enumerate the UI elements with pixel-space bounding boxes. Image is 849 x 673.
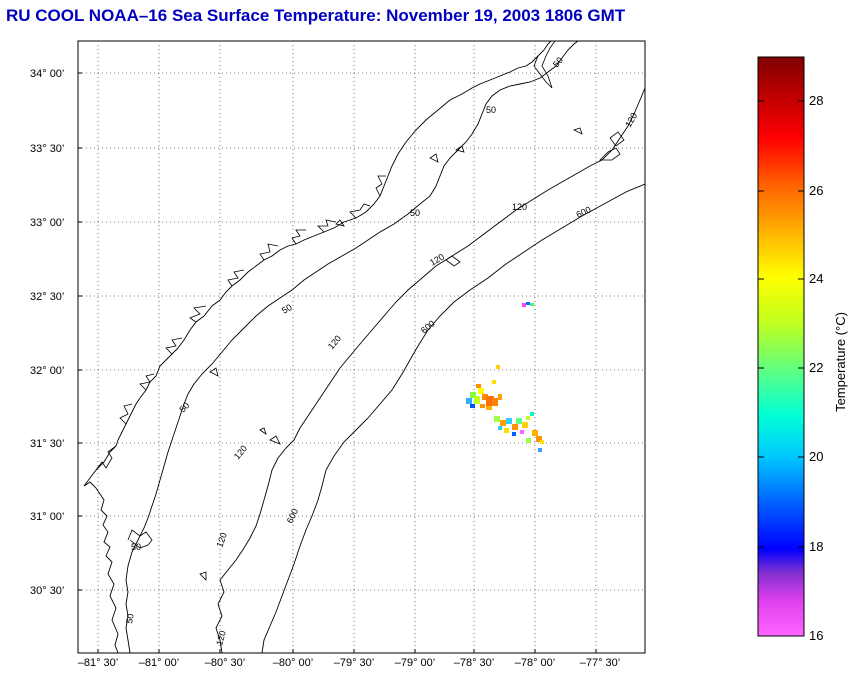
lon-tick-label: –81° 00’ — [139, 657, 180, 669]
longitude-labels: –81° 30’ –81° 00’ –80° 30’ –80° 00’ –79°… — [78, 657, 621, 669]
isobath-120 — [215, 87, 645, 653]
contour-fragments — [199, 127, 625, 581]
colorbar-tick-label: 18 — [809, 539, 823, 554]
lat-tick-label: 32° 00’ — [30, 365, 64, 377]
coastline — [83, 41, 552, 653]
isobath-50 — [125, 41, 579, 653]
colorbar-ticks — [758, 100, 804, 637]
colorbar-tick-labels: 28 26 24 22 20 18 16 — [809, 93, 823, 643]
isobath-label: 50 — [280, 302, 294, 316]
lat-tick-label: 31° 00’ — [30, 511, 64, 523]
colorbar-tick-label: 26 — [809, 183, 823, 198]
colorbar-tick-label: 24 — [809, 271, 823, 286]
lon-tick-label: –79° 00’ — [395, 657, 436, 669]
lon-tick-label: –77° 30’ — [580, 657, 621, 669]
colorbar-tick-label: 22 — [809, 360, 823, 375]
axis-ticks — [78, 72, 597, 653]
lon-tick-label: –80° 00’ — [273, 657, 314, 669]
temperature-colorbar — [757, 56, 805, 637]
lat-tick-label: 32° 30’ — [30, 291, 64, 303]
isobath-label: 120 — [214, 531, 229, 549]
latitude-labels: 34° 00’ 33° 30’ 33° 00’ 32° 30’ 32° 00’ … — [30, 68, 64, 597]
lon-tick-label: –81° 30’ — [78, 657, 119, 669]
isobath-label: 50 — [124, 613, 136, 625]
colorbar-tick-label: 28 — [809, 93, 823, 108]
map-title: RU COOL NOAA–16 Sea Surface Temperature:… — [6, 6, 626, 25]
colorbar-tick-label: 16 — [809, 628, 823, 643]
sst-data-patch — [466, 302, 544, 452]
lat-lon-grid — [78, 41, 645, 653]
lat-tick-label: 33° 00’ — [30, 217, 64, 229]
lat-tick-label: 34° 00’ — [30, 68, 64, 80]
isobath-label: 50 — [486, 105, 496, 115]
colorbar-label: Temperature (°C) — [833, 312, 848, 412]
lon-tick-label: –80° 30’ — [205, 657, 246, 669]
lat-tick-label: 31° 30’ — [30, 438, 64, 450]
isobath-label: 50 — [131, 542, 141, 552]
colorbar-tick-label: 20 — [809, 449, 823, 464]
isobath-label: 50 — [551, 55, 565, 69]
coastline-estuaries — [95, 41, 556, 549]
lat-tick-label: 33° 30’ — [30, 143, 64, 155]
lon-tick-label: –78° 30’ — [454, 657, 495, 669]
isobath-label: 120 — [512, 202, 527, 212]
isobath-label: 120 — [214, 629, 228, 646]
lon-tick-label: –78° 00’ — [515, 657, 556, 669]
lon-tick-label: –79° 30’ — [334, 657, 375, 669]
isobath-label: 50 — [410, 208, 420, 218]
isobath-600 — [261, 183, 645, 653]
map-frame — [77, 40, 646, 654]
lat-tick-label: 30° 30’ — [30, 585, 64, 597]
